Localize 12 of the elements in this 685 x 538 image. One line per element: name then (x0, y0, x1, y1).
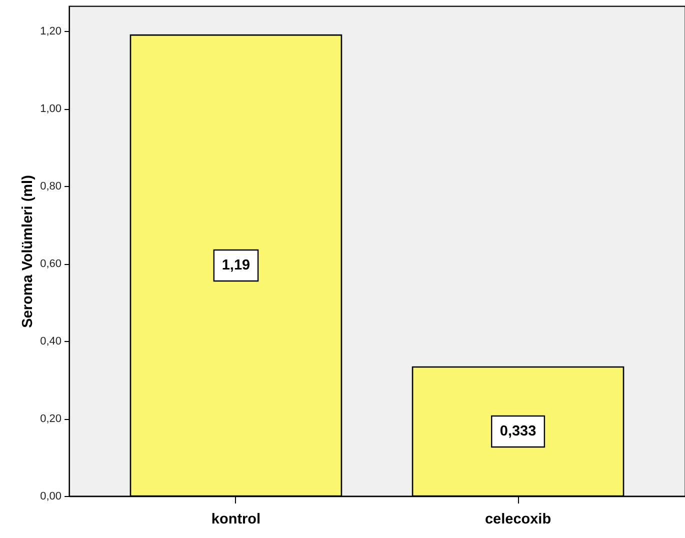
y-tick-label: 0,80 (40, 180, 62, 193)
y-tick-label: 0,40 (40, 336, 62, 348)
data-label: 1,19 (222, 258, 250, 274)
y-tick-label: 0,00 (40, 490, 62, 502)
y-axis-title: Seroma Volümleri (ml) (20, 174, 36, 328)
x-tick-label: celecoxib (484, 512, 552, 528)
y-tick-label: 0,60 (40, 258, 62, 270)
y-tick-label: 1,00 (40, 103, 62, 116)
y-tick-label: 1,20 (40, 26, 62, 38)
data-label: 0,333 (500, 424, 536, 440)
y-tick-label: 0,20 (40, 413, 62, 426)
x-tick-label: kontrol (211, 512, 261, 528)
